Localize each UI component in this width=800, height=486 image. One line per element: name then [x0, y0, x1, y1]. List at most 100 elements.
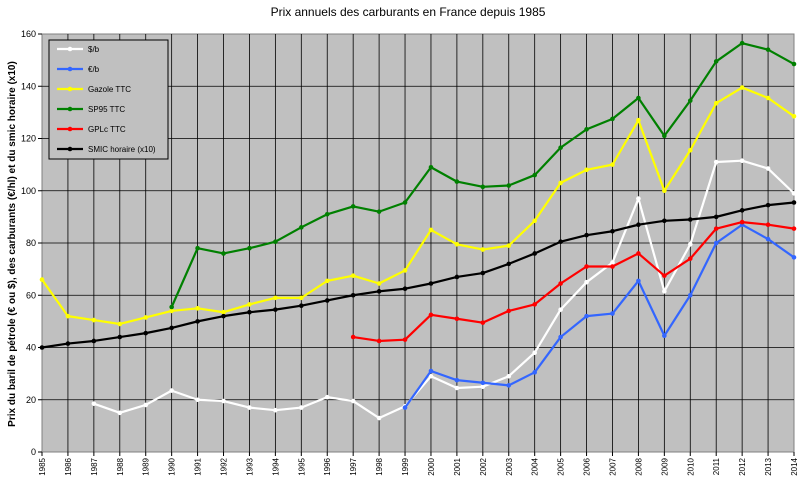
data-point [532, 350, 537, 356]
data-point [350, 273, 356, 278]
data-point [636, 278, 641, 284]
data-point [506, 383, 512, 388]
data-point [65, 341, 71, 346]
data-point [713, 226, 719, 231]
data-point [713, 100, 719, 106]
data-point [765, 95, 771, 101]
data-point [91, 401, 97, 406]
series-1 [402, 222, 797, 410]
data-point [221, 313, 226, 319]
legend-marker [67, 146, 73, 152]
data-point [376, 289, 382, 294]
data-point [636, 95, 641, 101]
data-point [558, 281, 563, 286]
data-point [169, 388, 174, 393]
x-tick-label: 2006 [583, 457, 592, 475]
legend-marker [67, 126, 73, 132]
data-point [662, 289, 667, 294]
data-point [221, 251, 226, 256]
data-point [480, 247, 486, 252]
data-point [584, 313, 589, 319]
series-line [41, 86, 795, 326]
data-point [376, 209, 382, 214]
data-point [739, 219, 745, 225]
data-point [273, 407, 278, 413]
series-2 [39, 85, 797, 327]
x-tick-label: 2009 [660, 457, 669, 475]
data-point [350, 334, 356, 340]
legend-label: Gazole TTC [88, 85, 131, 94]
data-point [428, 373, 434, 379]
data-point [791, 61, 797, 67]
data-point [610, 116, 615, 122]
data-point [791, 200, 797, 205]
data-point [402, 268, 408, 273]
data-point [687, 256, 693, 261]
data-point [480, 380, 486, 386]
series-line [353, 221, 795, 343]
data-point [713, 159, 719, 165]
data-point [791, 191, 797, 196]
data-point [324, 298, 330, 303]
data-point [687, 217, 693, 222]
data-point [765, 222, 771, 228]
x-tick-label: 2002 [479, 457, 488, 475]
legend-label: €/b [88, 65, 100, 74]
data-point [610, 264, 615, 269]
data-point [713, 214, 719, 220]
data-point [273, 307, 278, 312]
x-tick-label: 1992 [220, 457, 229, 475]
data-point [428, 164, 434, 170]
data-point [299, 405, 304, 410]
series-3 [169, 40, 797, 310]
data-point [480, 384, 486, 389]
data-point [480, 184, 486, 190]
data-point [65, 313, 71, 319]
data-point [247, 302, 252, 307]
data-point [765, 47, 771, 52]
x-axis: 1985 1986 1987 1988 1989 1990 1991 1992 1993 1994… [38, 452, 799, 476]
legend-marker [67, 106, 73, 112]
data-point [454, 179, 460, 184]
grid-lines [42, 34, 794, 452]
data-point [195, 306, 200, 311]
legend-label: SP95 TTC [88, 105, 125, 114]
data-point [662, 218, 667, 224]
data-point [91, 338, 97, 344]
data-point [480, 320, 486, 325]
data-point [299, 303, 304, 309]
data-point [454, 274, 460, 280]
data-point [687, 292, 693, 298]
y-tick-label: 100 [21, 186, 36, 196]
data-point [610, 228, 615, 234]
data-point [532, 370, 537, 375]
data-point [247, 245, 252, 251]
x-tick-label: 1994 [271, 457, 280, 475]
data-point [247, 309, 252, 315]
data-point [739, 208, 745, 213]
y-tick-label: 40 [26, 343, 36, 353]
data-point [765, 166, 771, 171]
x-tick-label: 1988 [116, 457, 125, 475]
data-point [273, 239, 278, 244]
legend-marker [67, 66, 73, 72]
data-point [247, 405, 252, 410]
data-point [324, 211, 330, 217]
data-point [195, 397, 200, 403]
data-point [402, 286, 408, 292]
y-tick-label: 80 [26, 238, 36, 248]
data-point [195, 319, 200, 324]
x-tick-label: 2010 [686, 457, 695, 475]
data-point [662, 273, 667, 278]
data-point [532, 251, 537, 256]
data-point [636, 117, 641, 123]
series-lines [39, 40, 797, 421]
y-tick-label: 120 [21, 134, 36, 144]
data-point [195, 245, 200, 251]
data-point [143, 315, 149, 320]
data-point [532, 172, 537, 178]
x-tick-label: 1991 [194, 457, 203, 475]
data-point [584, 167, 589, 173]
legend: $/b €/b Gazole TTC SP95 TTC GPLc TTC SMIC hor… [48, 39, 169, 160]
chart-title: Prix annuels des carburants en France de… [271, 5, 546, 19]
